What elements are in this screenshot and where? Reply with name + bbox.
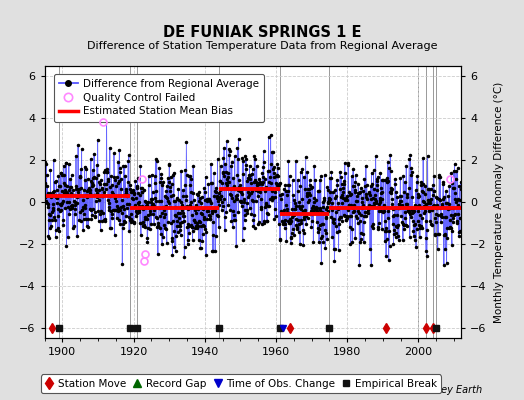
- Y-axis label: Monthly Temperature Anomaly Difference (°C): Monthly Temperature Anomaly Difference (…: [494, 81, 504, 323]
- Legend: Difference from Regional Average, Quality Control Failed, Estimated Station Mean: Difference from Regional Average, Qualit…: [54, 74, 264, 122]
- Text: Berkeley Earth: Berkeley Earth: [410, 385, 482, 395]
- Text: Difference of Station Temperature Data from Regional Average: Difference of Station Temperature Data f…: [87, 41, 437, 51]
- Legend: Station Move, Record Gap, Time of Obs. Change, Empirical Break: Station Move, Record Gap, Time of Obs. C…: [41, 374, 441, 393]
- Text: DE FUNIAK SPRINGS 1 E: DE FUNIAK SPRINGS 1 E: [163, 25, 361, 40]
